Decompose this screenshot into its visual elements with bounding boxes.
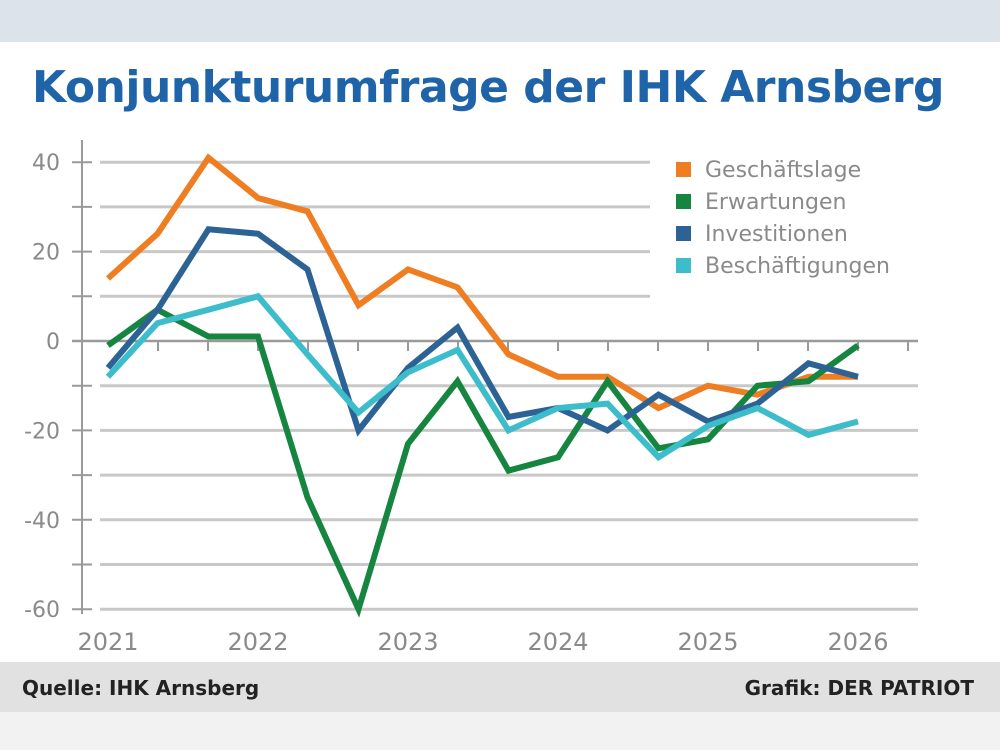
legend-label: Beschäftigungen	[705, 254, 890, 279]
top-strip	[0, 0, 1000, 42]
legend-label: Investitionen	[705, 222, 848, 247]
legend-label: Erwartungen	[705, 190, 846, 215]
x-tick-label: 2021	[77, 628, 138, 656]
y-tick-label: -20	[24, 419, 60, 444]
bottom-strip	[0, 712, 1000, 750]
legend-label: Geschäftslage	[705, 158, 861, 183]
series-investitionen	[105, 226, 859, 437]
legend-swatch	[676, 226, 691, 241]
x-tick-label: 2024	[527, 628, 588, 656]
y-tick-label: -60	[24, 598, 60, 623]
series-line	[105, 292, 859, 462]
source-text: Quelle: IHK Arnsberg	[22, 676, 260, 700]
x-tick-label: 2023	[377, 628, 438, 656]
legend-swatch	[676, 194, 691, 209]
x-tick-label: 2026	[827, 628, 888, 656]
series-line	[105, 226, 859, 437]
legend-swatch	[676, 162, 691, 177]
chart-title: Konjunkturumfrage der IHK Arnsberg	[32, 62, 945, 113]
legend-swatch	[676, 258, 691, 273]
y-tick-label: 0	[46, 330, 60, 355]
x-tick-label: 2022	[227, 628, 288, 656]
credit-text: Grafik: DER PATRIOT	[744, 676, 974, 700]
y-tick-label: 40	[32, 151, 60, 176]
footer-band	[0, 662, 1000, 712]
x-tick-label: 2025	[677, 628, 738, 656]
y-tick-label: 20	[32, 241, 60, 266]
y-tick-label: -40	[24, 509, 60, 534]
series-line	[105, 153, 858, 412]
series-beschäftigungen	[105, 292, 859, 462]
